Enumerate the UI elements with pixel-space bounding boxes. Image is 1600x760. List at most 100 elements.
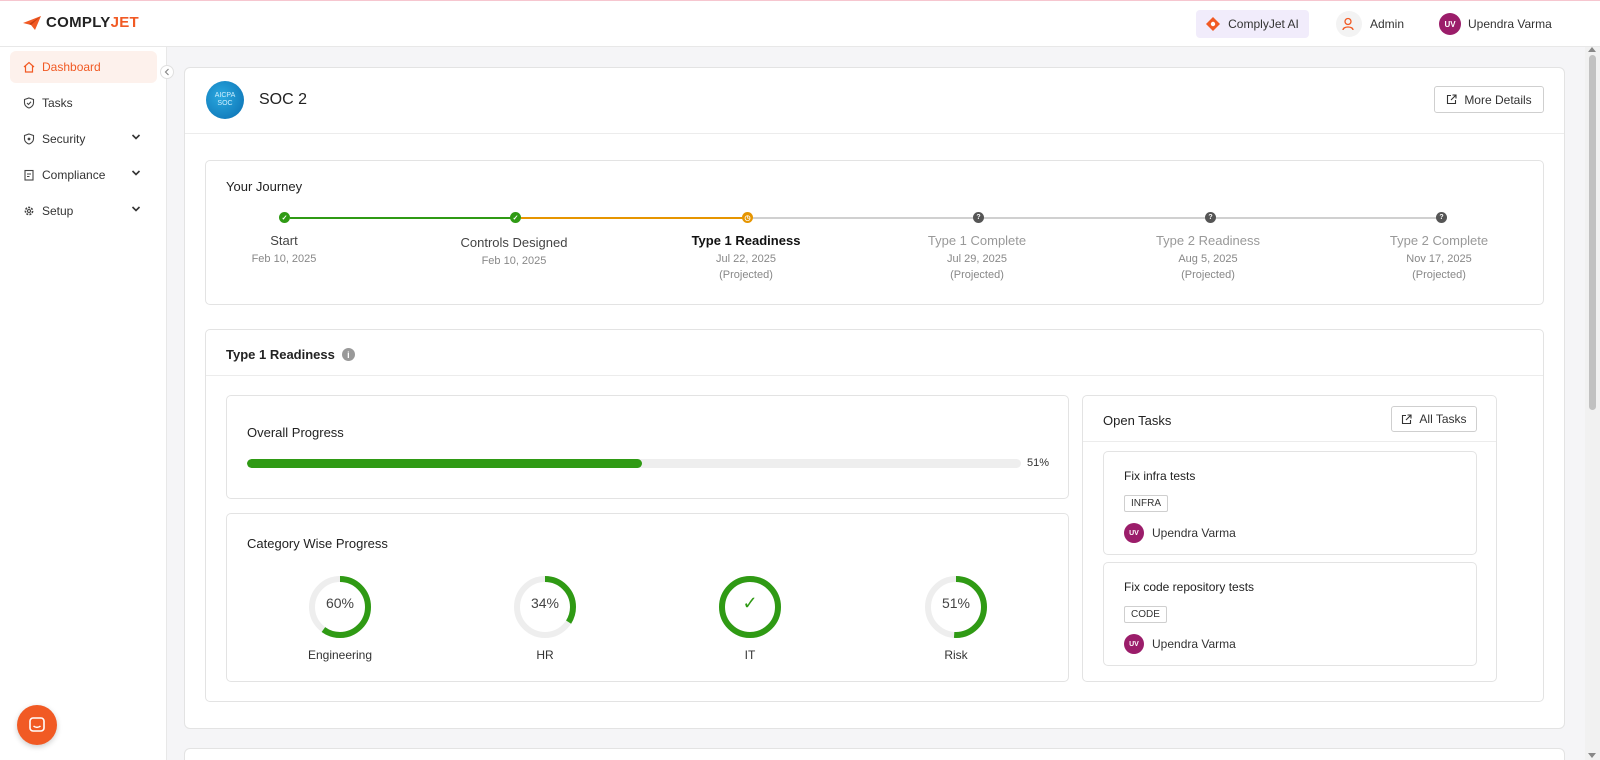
all-tasks-label: All Tasks — [1419, 412, 1467, 426]
next-card — [184, 748, 1565, 760]
gauge-ring — [309, 576, 371, 638]
top-bar: COMPLY JET ComplyJet AI Admin UV Upendra … — [0, 0, 1600, 47]
journey-step: Type 1 Readiness Jul 22, 2025 (Projected… — [656, 233, 836, 281]
chat-icon — [29, 717, 45, 732]
step-projected: (Projected) — [719, 269, 773, 281]
ai-button-label: ComplyJet AI — [1228, 17, 1299, 31]
sidebar: Dashboard Tasks Security Compliance Setu… — [0, 47, 174, 760]
journey-segment — [290, 217, 515, 219]
gauge-value: 60% — [325, 595, 355, 611]
step-date: Feb 10, 2025 — [481, 255, 547, 267]
external-link-icon — [1447, 94, 1457, 105]
more-details-label: More Details — [1464, 92, 1532, 107]
sidebar-item-security[interactable]: Security — [10, 123, 157, 155]
user-admin-icon — [1336, 11, 1362, 37]
scrollbar-thumb[interactable] — [1589, 55, 1596, 410]
step-label: Controls Designed — [460, 235, 568, 250]
gauge-value: 34% — [530, 595, 560, 611]
task-assignee: UV Upendra Varma — [1124, 523, 1236, 543]
category-gauge: 60% Engineering — [280, 572, 400, 662]
journey-step: Type 1 Complete Jul 29, 2025 (Projected) — [887, 233, 1067, 281]
external-link-icon — [1402, 413, 1412, 424]
clipboard-icon — [24, 169, 34, 181]
category-progress-card: Category Wise Progress 60% Engineering 34%… — [226, 513, 1069, 682]
paper-plane-icon — [23, 15, 41, 30]
admin-label: Admin — [1370, 17, 1405, 31]
step-label: Type 1 Complete — [927, 233, 1027, 248]
step-date: Feb 10, 2025 — [251, 253, 317, 265]
scrollbar[interactable] — [1585, 47, 1600, 760]
task-card[interactable]: Fix code repository tests CODE UV Upendr… — [1103, 562, 1477, 666]
divider — [1083, 441, 1496, 442]
readiness-title: Type 1 Readiness i — [226, 347, 355, 362]
sidebar-item-compliance[interactable]: Compliance — [10, 159, 157, 191]
page-title: SOC 2 — [259, 91, 308, 108]
step-label: Type 2 Readiness — [1155, 233, 1261, 248]
admin-switch[interactable]: Admin — [1336, 11, 1404, 37]
readiness-card: Type 1 Readiness i Overall Progress 51% … — [205, 329, 1544, 702]
journey-card: Your Journey ✓ ✓ ◷ ? ? ? Start Feb 10, 2… — [205, 160, 1544, 305]
avatar: UV — [1124, 523, 1144, 543]
category-gauge: 34% HR — [485, 572, 605, 662]
gauge-value: ✓ — [742, 593, 758, 613]
sidebar-collapse-button[interactable] — [160, 65, 174, 79]
overall-progress-card: Overall Progress 51% — [226, 395, 1069, 499]
task-title: Fix code repository tests — [1124, 580, 1255, 594]
journey-step: Start Feb 10, 2025 — [194, 233, 374, 265]
progress-bar — [247, 459, 1021, 468]
sidebar-item-label: Dashboard — [42, 60, 101, 74]
logo-text-2: JET — [110, 14, 140, 31]
more-details-button[interactable]: More Details — [1434, 86, 1544, 113]
all-tasks-button[interactable]: All Tasks — [1391, 406, 1477, 432]
step-label: Start — [270, 233, 298, 248]
question-icon: ? — [1436, 212, 1447, 223]
divider — [206, 375, 1543, 376]
assignee-name: Upendra Varma — [1152, 637, 1236, 651]
journey-step: Type 2 Readiness Aug 5, 2025 (Projected) — [1118, 233, 1298, 281]
task-card[interactable]: Fix infra tests INFRA UV Upendra Varma — [1103, 451, 1477, 555]
chevron-down-icon — [131, 206, 141, 212]
user-menu[interactable]: UV Upendra Varma — [1439, 13, 1552, 35]
step-date: Jul 22, 2025 — [716, 253, 776, 265]
gauge-label: Engineering — [307, 648, 373, 662]
step-date: Nov 17, 2025 — [1406, 253, 1472, 265]
question-icon: ? — [1205, 212, 1216, 223]
sidebar-item-tasks[interactable]: Tasks — [10, 87, 157, 119]
progress-percent: 51% — [1027, 457, 1050, 469]
home-icon — [23, 61, 35, 73]
step-projected: (Projected) — [1181, 269, 1235, 281]
scroll-down-icon[interactable] — [1588, 753, 1596, 758]
journey-title: Your Journey — [226, 179, 303, 194]
gauge-label: HR — [536, 648, 554, 662]
chat-launcher-button[interactable] — [17, 705, 57, 745]
open-tasks-card: Open Tasks All Tasks Fix infra tests INF… — [1082, 395, 1497, 682]
scroll-up-icon[interactable] — [1588, 47, 1596, 52]
category-gauge: ✓ IT — [690, 572, 810, 662]
sidebar-item-label: Setup — [42, 204, 74, 218]
question-icon: ? — [973, 212, 984, 223]
ai-spark-icon — [1206, 17, 1221, 31]
info-icon[interactable]: i — [341, 348, 355, 361]
divider — [185, 133, 1564, 134]
sidebar-item-label: Tasks — [42, 96, 73, 110]
sidebar-item-label: Compliance — [42, 168, 106, 182]
app-logo[interactable]: COMPLY JET — [22, 14, 139, 31]
chevron-down-icon — [131, 170, 141, 176]
sidebar-item-setup[interactable]: Setup — [10, 195, 157, 227]
progress-bar-fill — [247, 459, 642, 468]
chevron-down-icon — [131, 134, 141, 140]
step-projected: (Projected) — [1412, 269, 1466, 281]
gear-icon — [24, 206, 34, 216]
journey-segment — [984, 217, 1210, 219]
complyjet-ai-button[interactable]: ComplyJet AI — [1196, 10, 1309, 38]
gauge-ring — [925, 576, 987, 638]
chevron-left-icon — [164, 68, 169, 76]
step-date: Jul 29, 2025 — [947, 253, 1007, 265]
step-date: Aug 5, 2025 — [1178, 253, 1238, 265]
shield-icon — [23, 133, 35, 145]
gauge-ring — [719, 576, 781, 638]
sidebar-item-dashboard[interactable]: Dashboard — [10, 51, 157, 83]
check-icon: ✓ — [279, 212, 290, 223]
task-tag: INFRA — [1124, 495, 1168, 512]
shield-check-icon — [23, 97, 35, 109]
